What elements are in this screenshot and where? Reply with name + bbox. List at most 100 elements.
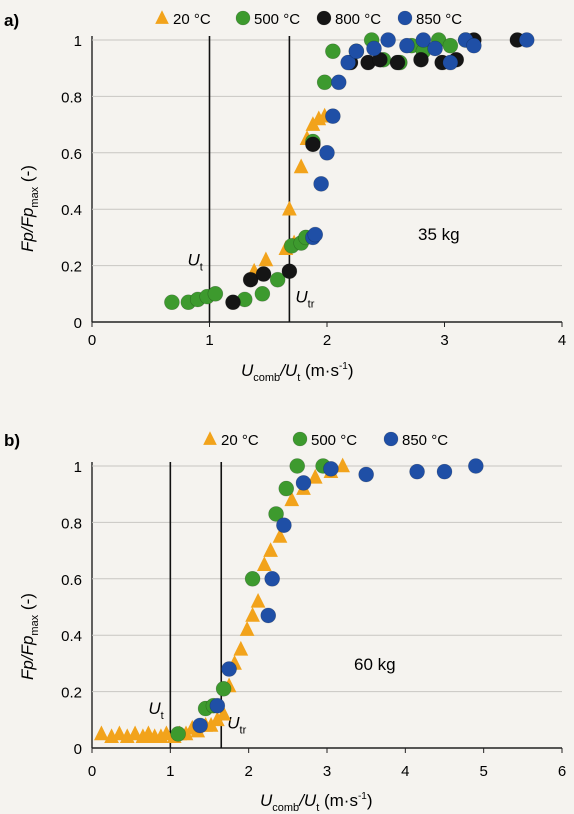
data-point — [319, 145, 335, 161]
legend-marker — [292, 431, 308, 447]
data-point — [264, 570, 280, 587]
data-point — [209, 697, 226, 714]
data-point — [335, 457, 351, 473]
series-500c — [170, 458, 331, 742]
data-point — [127, 725, 143, 741]
y-tick-label: 0.6 — [61, 146, 82, 163]
data-point — [284, 491, 300, 507]
data-point — [468, 458, 484, 474]
panel-a-legend: 20 °C 500 °C 800 °C 850 °C — [155, 10, 462, 28]
y-tick-label: 0.2 — [61, 685, 82, 702]
x-tick-label: 1 — [166, 763, 174, 780]
data-point — [250, 592, 266, 608]
data-point — [255, 266, 272, 282]
panel-a-x-axis-title: Ucomb/Ut (m·s-1) — [241, 361, 354, 384]
panel-b-annotation: 60 kg — [354, 655, 396, 674]
legend-item: 500 °C — [235, 10, 300, 28]
series-800c — [225, 32, 526, 311]
panel-a-y-ticks: 0 0.2 0.4 0.6 0.8 1 — [61, 33, 82, 332]
data-point — [260, 607, 277, 624]
x-tick-label: 6 — [558, 763, 566, 780]
legend-item: 850 °C — [383, 431, 448, 449]
x-tick-label: 2 — [323, 332, 331, 349]
data-point — [409, 463, 425, 480]
x-tick-label: 0 — [88, 332, 96, 349]
data-point — [282, 200, 297, 216]
data-point — [389, 54, 406, 71]
data-point — [340, 54, 356, 71]
reference-line-label: Ut — [188, 251, 203, 274]
data-point — [436, 463, 453, 480]
legend-label: 850 °C — [402, 432, 448, 449]
data-point — [215, 680, 232, 697]
data-point — [415, 32, 432, 48]
data-point — [245, 607, 260, 622]
data-point — [207, 285, 224, 302]
legend-label: 20 °C — [221, 432, 259, 449]
legend-item: 20 °C — [155, 10, 211, 28]
legend-item: 500 °C — [292, 431, 357, 449]
data-point — [289, 458, 306, 474]
data-point — [293, 158, 309, 174]
data-point — [112, 725, 127, 741]
data-point — [254, 285, 271, 302]
data-point — [276, 517, 292, 534]
legend-marker — [235, 10, 251, 26]
y-tick-label: 0.4 — [61, 202, 82, 219]
data-point — [225, 294, 241, 311]
panel-b-gridlines — [92, 465, 562, 693]
legend-marker — [316, 10, 332, 26]
x-tick-label: 3 — [323, 763, 331, 780]
panel-b-y-ticks: 0 0.2 0.4 0.6 0.8 1 — [61, 459, 82, 758]
data-point — [323, 461, 339, 477]
panel-b-legend: 20 °C 500 °C 850 °C — [203, 431, 448, 449]
data-point — [358, 466, 374, 483]
series-20c — [94, 457, 351, 744]
data-point — [281, 263, 298, 280]
x-tick-label: 0 — [88, 763, 96, 780]
x-tick-label: 5 — [479, 763, 487, 780]
series-500c — [164, 32, 474, 311]
y-tick-label: 0 — [74, 315, 82, 332]
panel-a-data-points — [164, 32, 535, 311]
legend-marker — [397, 10, 413, 26]
legend-marker — [383, 431, 399, 447]
panel-b-y-axis-title: Fp/Fpmax (-) — [18, 593, 41, 680]
data-point — [325, 43, 341, 60]
panel-a-annotation: 35 kg — [418, 225, 460, 244]
data-point — [399, 37, 415, 54]
series-850c — [305, 32, 535, 246]
data-point — [278, 480, 295, 497]
data-point — [263, 542, 278, 557]
y-tick-label: 0.2 — [61, 259, 82, 276]
data-point — [366, 40, 382, 57]
panel-b-label: b) — [4, 431, 20, 450]
y-tick-label: 0.8 — [61, 515, 82, 532]
panel-a-chart: a) 20 °C 500 °C 800 °C 850 °C 0 0.2 0.4 0.6 0.8… — [4, 10, 566, 384]
data-point — [442, 54, 459, 71]
y-tick-label: 1 — [74, 33, 82, 50]
x-tick-label: 1 — [205, 332, 213, 349]
data-point — [268, 506, 284, 522]
data-point — [348, 43, 365, 60]
data-point — [272, 528, 288, 543]
y-tick-label: 0.8 — [61, 89, 82, 106]
data-point — [427, 40, 443, 57]
data-point — [233, 640, 249, 656]
y-tick-label: 0.6 — [61, 572, 82, 589]
panel-a-label: a) — [4, 11, 19, 30]
y-tick-label: 0.4 — [61, 628, 82, 645]
panel-b-data-points — [94, 457, 484, 744]
panel-b-x-ticks: 0 1 2 3 4 5 6 — [88, 748, 566, 780]
legend-label: 20 °C — [173, 11, 211, 28]
panel-a-reference-lines: Ut Utr — [188, 36, 315, 322]
data-point — [325, 108, 341, 124]
data-point — [256, 556, 272, 571]
y-tick-label: 0 — [74, 741, 82, 758]
panel-a-x-ticks: 0 1 2 3 4 — [88, 322, 566, 349]
legend-item: 850 °C — [397, 10, 462, 28]
data-point — [242, 271, 259, 288]
data-point — [442, 37, 459, 54]
legend-item: 800 °C — [316, 10, 381, 28]
data-point — [295, 475, 312, 491]
